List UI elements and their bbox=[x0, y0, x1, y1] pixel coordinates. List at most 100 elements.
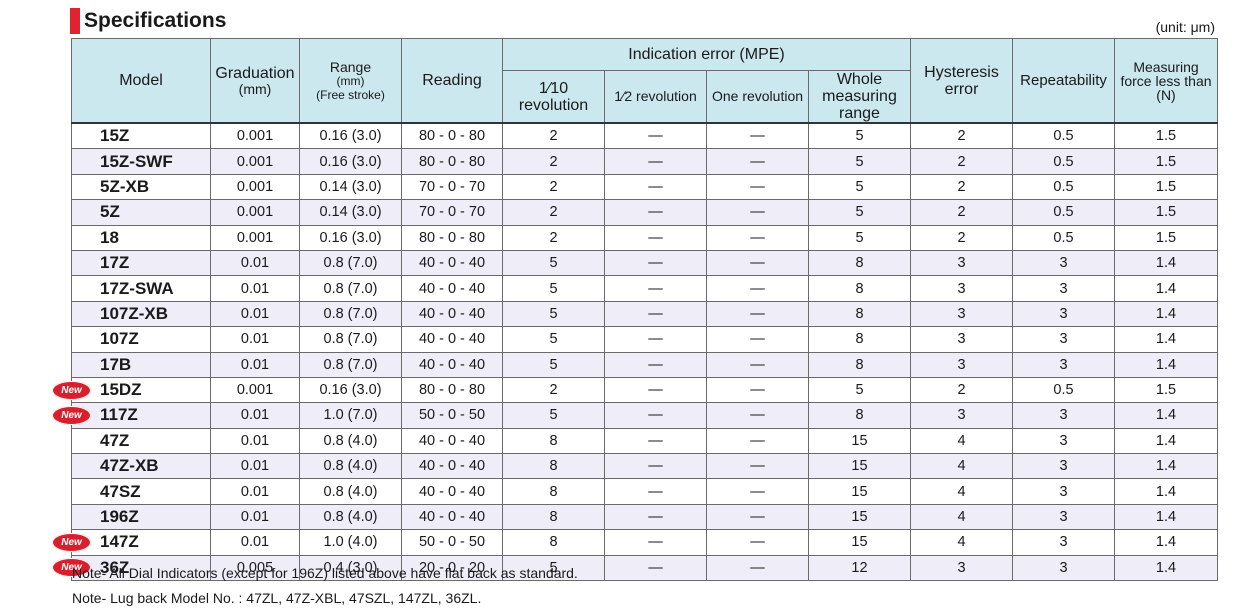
cell-whole-range: 5 bbox=[808, 148, 911, 175]
cell-whole-range: 5 bbox=[808, 224, 911, 251]
cell-rev-one: — bbox=[706, 376, 809, 404]
cell-whole-range: 15 bbox=[808, 478, 911, 505]
cell-repeatability: 0.5 bbox=[1012, 199, 1115, 226]
cell-hysteresis: 2 bbox=[910, 199, 1013, 226]
cell-rev-one: — bbox=[706, 300, 809, 328]
cell-measuring-force: 1.4 bbox=[1114, 529, 1218, 556]
cell-rev-one: — bbox=[706, 122, 809, 150]
cell-rev-half: — bbox=[604, 173, 707, 201]
cell-rev-tenth: 5 bbox=[502, 275, 605, 302]
cell-range: 1.0 (7.0) bbox=[299, 402, 402, 429]
cell-graduation: 0.01 bbox=[210, 402, 300, 429]
cell-graduation: 0.01 bbox=[210, 503, 300, 531]
table-row: 47SZ 0.01 0.8 (4.0) 40 - 0 - 40 8— —15 4 3 1.4 bbox=[71, 478, 1218, 505]
cell-reading: 40 - 0 - 40 bbox=[401, 351, 503, 378]
cell-rev-tenth: 5 bbox=[502, 249, 605, 277]
cell-repeatability: 0.5 bbox=[1012, 376, 1115, 404]
cell-hysteresis: 3 bbox=[910, 300, 1013, 328]
cell-range: 0.8 (4.0) bbox=[299, 427, 402, 455]
cell-rev-tenth: 5 bbox=[502, 554, 605, 582]
cell-rev-half: — bbox=[604, 427, 707, 455]
cell-model: 107Z bbox=[71, 326, 211, 353]
cell-rev-half: — bbox=[604, 148, 707, 175]
table-row: 17B 0.01 0.8 (7.0) 40 - 0 - 40 5— —8 3 3 1.4 bbox=[71, 351, 1218, 378]
whole-range-label-1: Whole measuring bbox=[822, 71, 897, 105]
col-measuring-force: Measuring force less than (N) bbox=[1114, 38, 1218, 124]
cell-rev-tenth: 5 bbox=[502, 326, 605, 353]
cell-measuring-force: 1.4 bbox=[1114, 554, 1218, 582]
table-row: 47Z-XB 0.01 0.8 (4.0) 40 - 0 - 40 8— —15 4 3 1.4 bbox=[71, 453, 1218, 480]
new-badge: New bbox=[52, 532, 91, 552]
cell-reading: 80 - 0 - 80 bbox=[401, 224, 503, 251]
cell-rev-tenth: 5 bbox=[502, 300, 605, 328]
cell-model: 147Z bbox=[71, 529, 211, 556]
table-row: 147Z 0.01 1.0 (4.0) 50 - 0 - 50 8— —15 4 3 1.4 bbox=[71, 529, 1218, 556]
cell-model: 15DZ bbox=[71, 376, 211, 404]
range-label: Range bbox=[329, 58, 372, 75]
cell-repeatability: 3 bbox=[1012, 503, 1115, 531]
cell-reading: 40 - 0 - 40 bbox=[401, 300, 503, 328]
cell-rev-tenth: 8 bbox=[502, 453, 605, 480]
cell-rev-half: — bbox=[604, 478, 707, 505]
cell-rev-half: — bbox=[604, 249, 707, 277]
cell-rev-tenth: 5 bbox=[502, 402, 605, 429]
cell-rev-one: — bbox=[706, 453, 809, 480]
table-row: 47Z 0.01 0.8 (4.0) 40 - 0 - 40 8— —15 4 3 1.4 bbox=[71, 427, 1218, 455]
cell-rev-one: — bbox=[706, 148, 809, 175]
cell-rev-half: — bbox=[604, 300, 707, 328]
cell-range: 0.8 (4.0) bbox=[299, 453, 402, 480]
specifications-table: Model Graduation (mm) Range (mm) (Free s… bbox=[71, 38, 1218, 582]
cell-range: 0.4 (3.0) bbox=[299, 554, 402, 582]
cell-rev-one: — bbox=[706, 351, 809, 378]
cell-rev-half: — bbox=[604, 275, 707, 302]
cell-model: 18 bbox=[71, 224, 211, 251]
cell-rev-half: — bbox=[604, 199, 707, 226]
cell-range: 0.14 (3.0) bbox=[299, 173, 402, 201]
cell-rev-one: — bbox=[706, 326, 809, 353]
cell-graduation: 0.001 bbox=[210, 376, 300, 404]
cell-hysteresis: 2 bbox=[910, 376, 1013, 404]
col-range: Range (mm) (Free stroke) bbox=[299, 38, 402, 124]
cell-reading: 40 - 0 - 40 bbox=[401, 503, 503, 531]
cell-rev-tenth: 2 bbox=[502, 224, 605, 251]
cell-hysteresis: 3 bbox=[910, 275, 1013, 302]
cell-model: 17Z bbox=[71, 249, 211, 277]
table-row: 117Z 0.01 1.0 (7.0) 50 - 0 - 50 5— —8 3 3 1.4 bbox=[71, 402, 1218, 429]
cell-graduation: 0.001 bbox=[210, 224, 300, 251]
cell-graduation: 0.01 bbox=[210, 326, 300, 353]
table-row: 17Z-SWA 0.01 0.8 (7.0) 40 - 0 - 40 5— —8 3 3 1.4 bbox=[71, 275, 1218, 302]
cell-hysteresis: 2 bbox=[910, 122, 1013, 150]
cell-whole-range: 15 bbox=[808, 453, 911, 480]
cell-whole-range: 5 bbox=[808, 122, 911, 150]
cell-measuring-force: 1.4 bbox=[1114, 453, 1218, 480]
col-whole-range: Whole measuring range bbox=[808, 70, 911, 124]
cell-rev-tenth: 2 bbox=[502, 199, 605, 226]
cell-graduation: 0.001 bbox=[210, 148, 300, 175]
cell-hysteresis: 4 bbox=[910, 478, 1013, 505]
cell-rev-half: — bbox=[604, 326, 707, 353]
cell-graduation: 0.01 bbox=[210, 529, 300, 556]
hysteresis-label-2: error bbox=[944, 80, 979, 98]
cell-rev-tenth: 2 bbox=[502, 173, 605, 201]
cell-whole-range: 15 bbox=[808, 427, 911, 455]
cell-reading: 50 - 0 - 50 bbox=[401, 529, 503, 556]
cell-rev-one: — bbox=[706, 478, 809, 505]
cell-rev-tenth: 8 bbox=[502, 529, 605, 556]
col-rev-tenth: 1∕10 revolution bbox=[502, 70, 605, 124]
cell-measuring-force: 1.4 bbox=[1114, 427, 1218, 455]
cell-graduation: 0.01 bbox=[210, 453, 300, 480]
cell-whole-range: 8 bbox=[808, 326, 911, 353]
col-graduation: Graduation (mm) bbox=[210, 38, 300, 124]
cell-measuring-force: 1.5 bbox=[1114, 199, 1218, 226]
cell-reading: 40 - 0 - 40 bbox=[401, 453, 503, 480]
cell-hysteresis: 4 bbox=[910, 453, 1013, 480]
cell-model: 36Z bbox=[71, 554, 211, 582]
table-row: 107Z 0.01 0.8 (7.0) 40 - 0 - 40 5— —8 3 3 1.4 bbox=[71, 326, 1218, 353]
table-row: 17Z 0.01 0.8 (7.0) 40 - 0 - 40 5— —8 3 3 1.4 bbox=[71, 249, 1218, 277]
cell-rev-tenth: 5 bbox=[502, 351, 605, 378]
title-accent-bar bbox=[70, 8, 80, 34]
cell-repeatability: 3 bbox=[1012, 326, 1115, 353]
cell-reading: 70 - 0 - 70 bbox=[401, 199, 503, 226]
col-repeatability: Repeatability bbox=[1012, 38, 1115, 124]
cell-rev-tenth: 8 bbox=[502, 503, 605, 531]
